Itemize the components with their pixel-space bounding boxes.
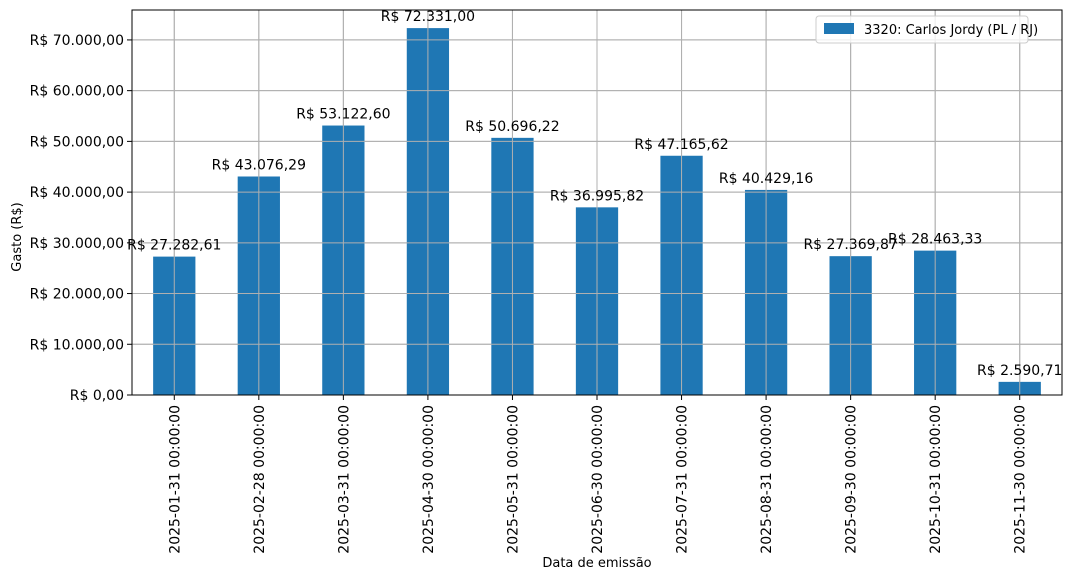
bar-value-label: R$ 27.369,87	[803, 237, 897, 253]
bar-value-label: R$ 27.282,61	[127, 238, 221, 254]
x-tick-label: 2025-09-30 00:00:00	[844, 405, 860, 554]
y-tick-label: R$ 70.000,00	[30, 33, 124, 49]
legend: 3320: Carlos Jordy (PL / RJ)	[815, 15, 1038, 44]
grid-overlay	[132, 10, 1062, 396]
x-tick-label: 2025-10-31 00:00:00	[928, 405, 944, 554]
x-tick-label: 2025-11-30 00:00:00	[1013, 405, 1029, 554]
y-tick-label: R$ 10.000,00	[30, 337, 124, 353]
y-tick-label: R$ 50.000,00	[30, 134, 124, 150]
axis-ticks: R$ 0,00 R$ 10.000,00 R$ 20.000,00 R$ 30.000…	[30, 33, 1029, 554]
x-tick-label: 2025-08-31 00:00:00	[759, 405, 775, 554]
x-tick-label: 2025-05-31 00:00:00	[505, 405, 521, 554]
bar-value-label: R$ 43.076,29	[212, 157, 306, 173]
x-tick-label: 2025-04-30 00:00:00	[421, 405, 437, 554]
y-tick-label: R$ 40.000,00	[30, 185, 124, 201]
bar-value-labels: R$ 27.282,61 R$ 43.076,29 R$ 53.122,60 R$ 7…	[127, 9, 1062, 379]
bar-value-label: R$ 28.463,33	[888, 232, 982, 248]
legend-frame	[815, 15, 1029, 44]
legend-swatch	[824, 23, 854, 34]
bar-value-label: R$ 72.331,00	[381, 9, 475, 25]
bar-value-label: R$ 2.590,71	[977, 363, 1062, 379]
y-tick-label: R$ 0,00	[70, 388, 124, 404]
x-tick-label: 2025-03-31 00:00:00	[336, 405, 352, 554]
legend-label: 3320: Carlos Jordy (PL / RJ)	[864, 23, 1038, 38]
bars	[132, 10, 1062, 396]
bar-value-label: R$ 50.696,22	[465, 119, 559, 135]
bar-value-label: R$ 53.122,60	[296, 107, 390, 123]
bar-value-label: R$ 40.429,16	[719, 171, 813, 187]
y-tick-label: R$ 20.000,00	[30, 287, 124, 303]
y-tick-label: R$ 60.000,00	[30, 84, 124, 100]
y-axis-title: Gasto (R$)	[10, 202, 25, 271]
y-tick-label: R$ 30.000,00	[30, 236, 124, 252]
x-tick-label: 2025-02-28 00:00:00	[252, 405, 268, 554]
x-tick-label: 2025-07-31 00:00:00	[675, 405, 691, 554]
x-tick-label: 2025-06-30 00:00:00	[590, 405, 606, 554]
bar-value-label: R$ 36.995,82	[550, 188, 644, 204]
x-axis-title: Data de emissão	[542, 556, 651, 571]
x-tick-label: 2025-01-31 00:00:00	[167, 405, 183, 554]
bar-value-label: R$ 47.165,62	[634, 137, 728, 153]
